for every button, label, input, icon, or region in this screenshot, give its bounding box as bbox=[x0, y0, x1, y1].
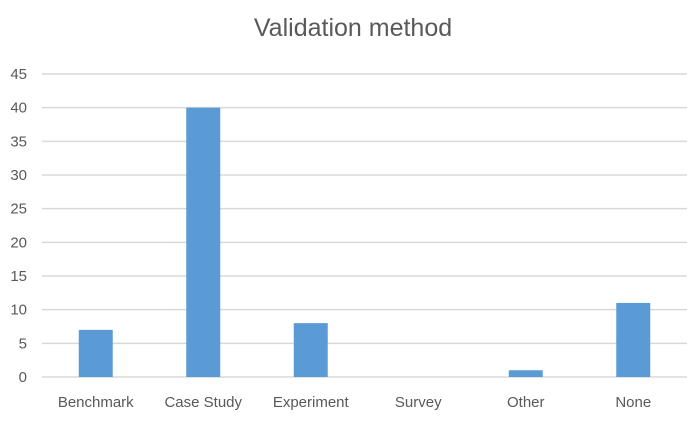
x-tick-label: Benchmark bbox=[58, 394, 134, 411]
gridlines bbox=[42, 73, 687, 345]
y-tick-label: 30 bbox=[10, 167, 27, 184]
y-tick-label: 20 bbox=[10, 234, 27, 251]
y-tick-label: 40 bbox=[10, 100, 27, 117]
bar-experiment bbox=[293, 323, 328, 377]
y-tick-label: 10 bbox=[10, 302, 27, 319]
y-tick-label: 25 bbox=[10, 201, 27, 218]
bar-benchmark bbox=[78, 329, 113, 377]
x-tick-label: None bbox=[615, 394, 651, 411]
x-tick-label: Case Study bbox=[164, 394, 242, 411]
y-axis-tick-labels: 0 5 10 15 20 25 30 35 40 45 bbox=[10, 66, 27, 386]
chart-title: Validation method bbox=[254, 14, 452, 42]
y-tick-label: 0 bbox=[19, 369, 27, 386]
bar-other bbox=[508, 370, 543, 377]
bar-none bbox=[616, 302, 651, 377]
bars bbox=[78, 107, 651, 378]
x-tick-label: Survey bbox=[395, 394, 442, 411]
y-tick-label: 5 bbox=[19, 335, 27, 352]
y-tick-label: 35 bbox=[10, 133, 27, 150]
y-tick-label: 15 bbox=[10, 268, 27, 285]
y-tick-label: 45 bbox=[10, 66, 27, 83]
bar-case-study bbox=[186, 107, 221, 378]
x-tick-label: Experiment bbox=[273, 394, 350, 411]
x-axis-tick-labels: Benchmark Case Study Experiment Survey Other… bbox=[58, 394, 651, 411]
x-tick-label: Other bbox=[507, 394, 545, 411]
